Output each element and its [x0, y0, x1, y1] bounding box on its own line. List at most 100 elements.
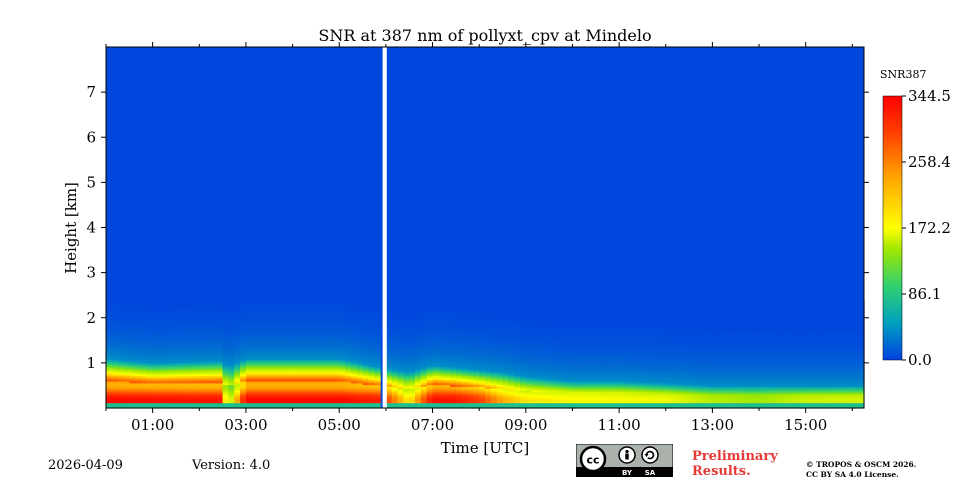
heatmap-cell	[385, 375, 393, 378]
heatmap-cell	[554, 393, 562, 396]
heatmap-cell	[298, 346, 305, 350]
heatmap-cell	[415, 310, 422, 313]
heatmap-cell	[589, 350, 597, 353]
heatmap-cell	[584, 330, 591, 333]
heatmap-cell	[560, 343, 568, 346]
heatmap-cell	[397, 339, 404, 342]
heatmap-cell	[444, 310, 451, 313]
heatmap-cell	[455, 397, 463, 400]
heatmap-cell	[304, 406, 311, 409]
heatmap-cell	[117, 384, 125, 387]
heatmap-cell	[350, 305, 358, 308]
heatmap-cell	[269, 301, 276, 304]
heatmap-cell	[275, 330, 282, 333]
heatmap-cell	[181, 308, 189, 312]
heatmap-cell	[251, 366, 259, 369]
heatmap-cell	[140, 315, 148, 319]
heatmap-cell	[572, 375, 579, 378]
heatmap-cell	[578, 344, 585, 348]
heatmap-cell	[333, 355, 340, 359]
heatmap-cell	[572, 364, 579, 368]
heatmap-cell	[158, 371, 165, 375]
heatmap-cell	[374, 317, 381, 321]
heatmap-cell	[129, 339, 136, 342]
heatmap-cell	[228, 377, 235, 380]
heatmap-cell	[438, 373, 445, 377]
heatmap-cell	[111, 328, 119, 331]
heatmap-cell	[205, 352, 212, 355]
heatmap-cell	[350, 310, 358, 313]
heatmap-cell	[450, 330, 457, 333]
heatmap-cell	[210, 361, 218, 364]
heatmap-cell	[531, 339, 539, 342]
heatmap-cell	[438, 353, 445, 357]
heatmap-cell	[181, 348, 189, 351]
heatmap-cell	[275, 382, 282, 386]
heatmap-cell	[304, 337, 311, 341]
heatmap-cell	[339, 341, 346, 344]
heatmap-cell	[106, 395, 113, 398]
heatmap-cell	[140, 355, 148, 359]
heatmap-cell	[455, 370, 463, 373]
heatmap-cell	[554, 353, 562, 357]
heatmap-cell	[514, 377, 521, 380]
heatmap-cell	[222, 314, 230, 317]
heatmap-cell	[350, 333, 358, 337]
heatmap-cell	[374, 314, 381, 317]
heatmap-cell	[490, 312, 498, 315]
heatmap-cell	[537, 337, 544, 341]
heatmap-cell	[106, 335, 113, 339]
heatmap-cell	[327, 332, 334, 335]
heatmap-cell	[228, 373, 235, 377]
heatmap-cell	[216, 361, 224, 364]
heatmap-cell	[350, 368, 358, 371]
heatmap-cell	[584, 341, 591, 344]
heatmap-cell	[140, 402, 148, 405]
heatmap-cell	[117, 402, 125, 405]
heatmap-cell	[455, 357, 463, 360]
heatmap-cell	[415, 350, 422, 353]
heatmap-cell	[123, 362, 130, 366]
heatmap-cell	[146, 319, 154, 322]
heatmap-cell	[467, 305, 474, 308]
heatmap-cell	[123, 305, 130, 308]
heatmap-cell	[292, 319, 300, 322]
heatmap-cell	[187, 317, 195, 321]
heatmap-cell	[426, 364, 434, 368]
heatmap-cell	[146, 348, 154, 351]
heatmap-cell	[187, 326, 195, 330]
heatmap-cell	[584, 355, 591, 359]
heatmap-cell	[321, 341, 329, 344]
heatmap-cell	[560, 384, 568, 387]
heatmap-cell	[164, 397, 171, 400]
heatmap-cell	[193, 332, 200, 335]
heatmap-cell	[140, 348, 148, 351]
heatmap-cell	[164, 341, 171, 344]
heatmap-cell	[193, 314, 200, 317]
heatmap-cell	[280, 312, 288, 315]
heatmap-cell	[362, 382, 369, 386]
heatmap-cell	[257, 391, 265, 395]
heatmap-cell	[327, 326, 334, 330]
heatmap-cell	[537, 344, 544, 348]
heatmap-cell	[537, 308, 544, 312]
heatmap-cell	[473, 299, 480, 303]
heatmap-cell	[333, 400, 340, 404]
heatmap-cell	[397, 384, 404, 387]
heatmap-cell	[228, 321, 235, 324]
heatmap-cell	[514, 391, 521, 395]
heatmap-cell	[584, 361, 591, 364]
heatmap-cell	[554, 364, 562, 368]
heatmap-cell	[490, 395, 498, 398]
heatmap-cell	[210, 346, 218, 350]
heatmap-cell	[111, 341, 119, 344]
heatmap-cell	[584, 384, 591, 387]
heatmap-cell	[129, 406, 136, 409]
heatmap-cell	[245, 321, 253, 324]
heatmap-cell	[210, 370, 218, 373]
heatmap-cell	[245, 389, 253, 393]
heatmap-cell	[216, 350, 224, 353]
heatmap-cell	[508, 382, 515, 386]
heatmap-cell	[420, 341, 428, 344]
heatmap-cell	[450, 333, 457, 337]
